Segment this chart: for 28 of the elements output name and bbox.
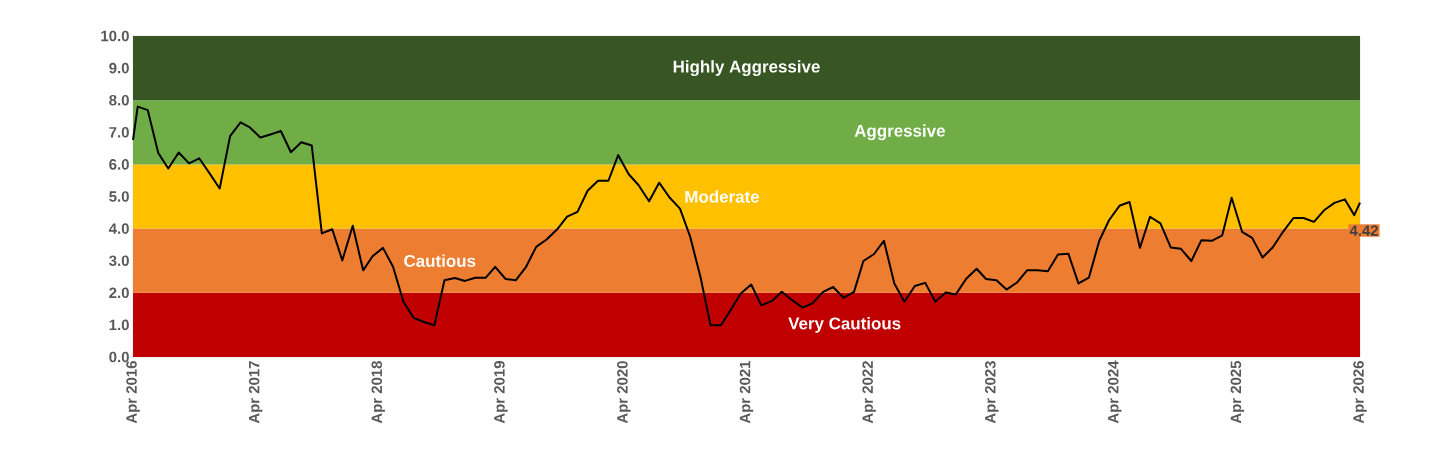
- y-tick-label: 2.0: [109, 287, 129, 299]
- x-tick-label: Apr 2020: [617, 361, 631, 424]
- y-tick-label: 6.0: [109, 159, 129, 170]
- y-tick-label: 9.0: [109, 62, 129, 74]
- x-tick-label: Apr 2019: [494, 361, 508, 424]
- x-tick-label: Apr 2025: [1230, 360, 1245, 424]
- band-label: Aggressive: [854, 124, 945, 141]
- band-label: Cautious: [404, 254, 476, 267]
- x-tick-label: Apr 2024: [1107, 360, 1122, 424]
- y-tick-label: 10.0: [101, 30, 129, 42]
- x-tick-label: Apr 2016: [126, 361, 140, 424]
- x-tick-label: Apr 2026: [1353, 361, 1367, 424]
- x-tick-label: Apr 2022: [862, 361, 876, 424]
- band-label: Highly Aggressive: [673, 60, 820, 77]
- x-tick-label: Apr 2021: [739, 360, 754, 424]
- y-tick-label: 8.0: [109, 94, 129, 106]
- y-tick-label: 4.0: [108, 223, 129, 234]
- y-tick-label: 3.0: [109, 255, 129, 266]
- y-tick-label: 5.0: [109, 191, 129, 202]
- annotation: 4.42: [1349, 225, 1378, 236]
- y-tick-label: 1.0: [109, 319, 129, 331]
- x-tick-label: Apr 2017: [248, 361, 263, 424]
- x-tick-label: Apr 2023: [984, 361, 999, 424]
- x-tick-label: Apr 2018: [371, 361, 386, 424]
- y-tick-label: 0.0: [109, 351, 129, 363]
- y-tick-label: 7.0: [109, 127, 129, 138]
- band-label: Very Cautious: [788, 317, 901, 333]
- band-label: Moderate: [685, 190, 760, 203]
